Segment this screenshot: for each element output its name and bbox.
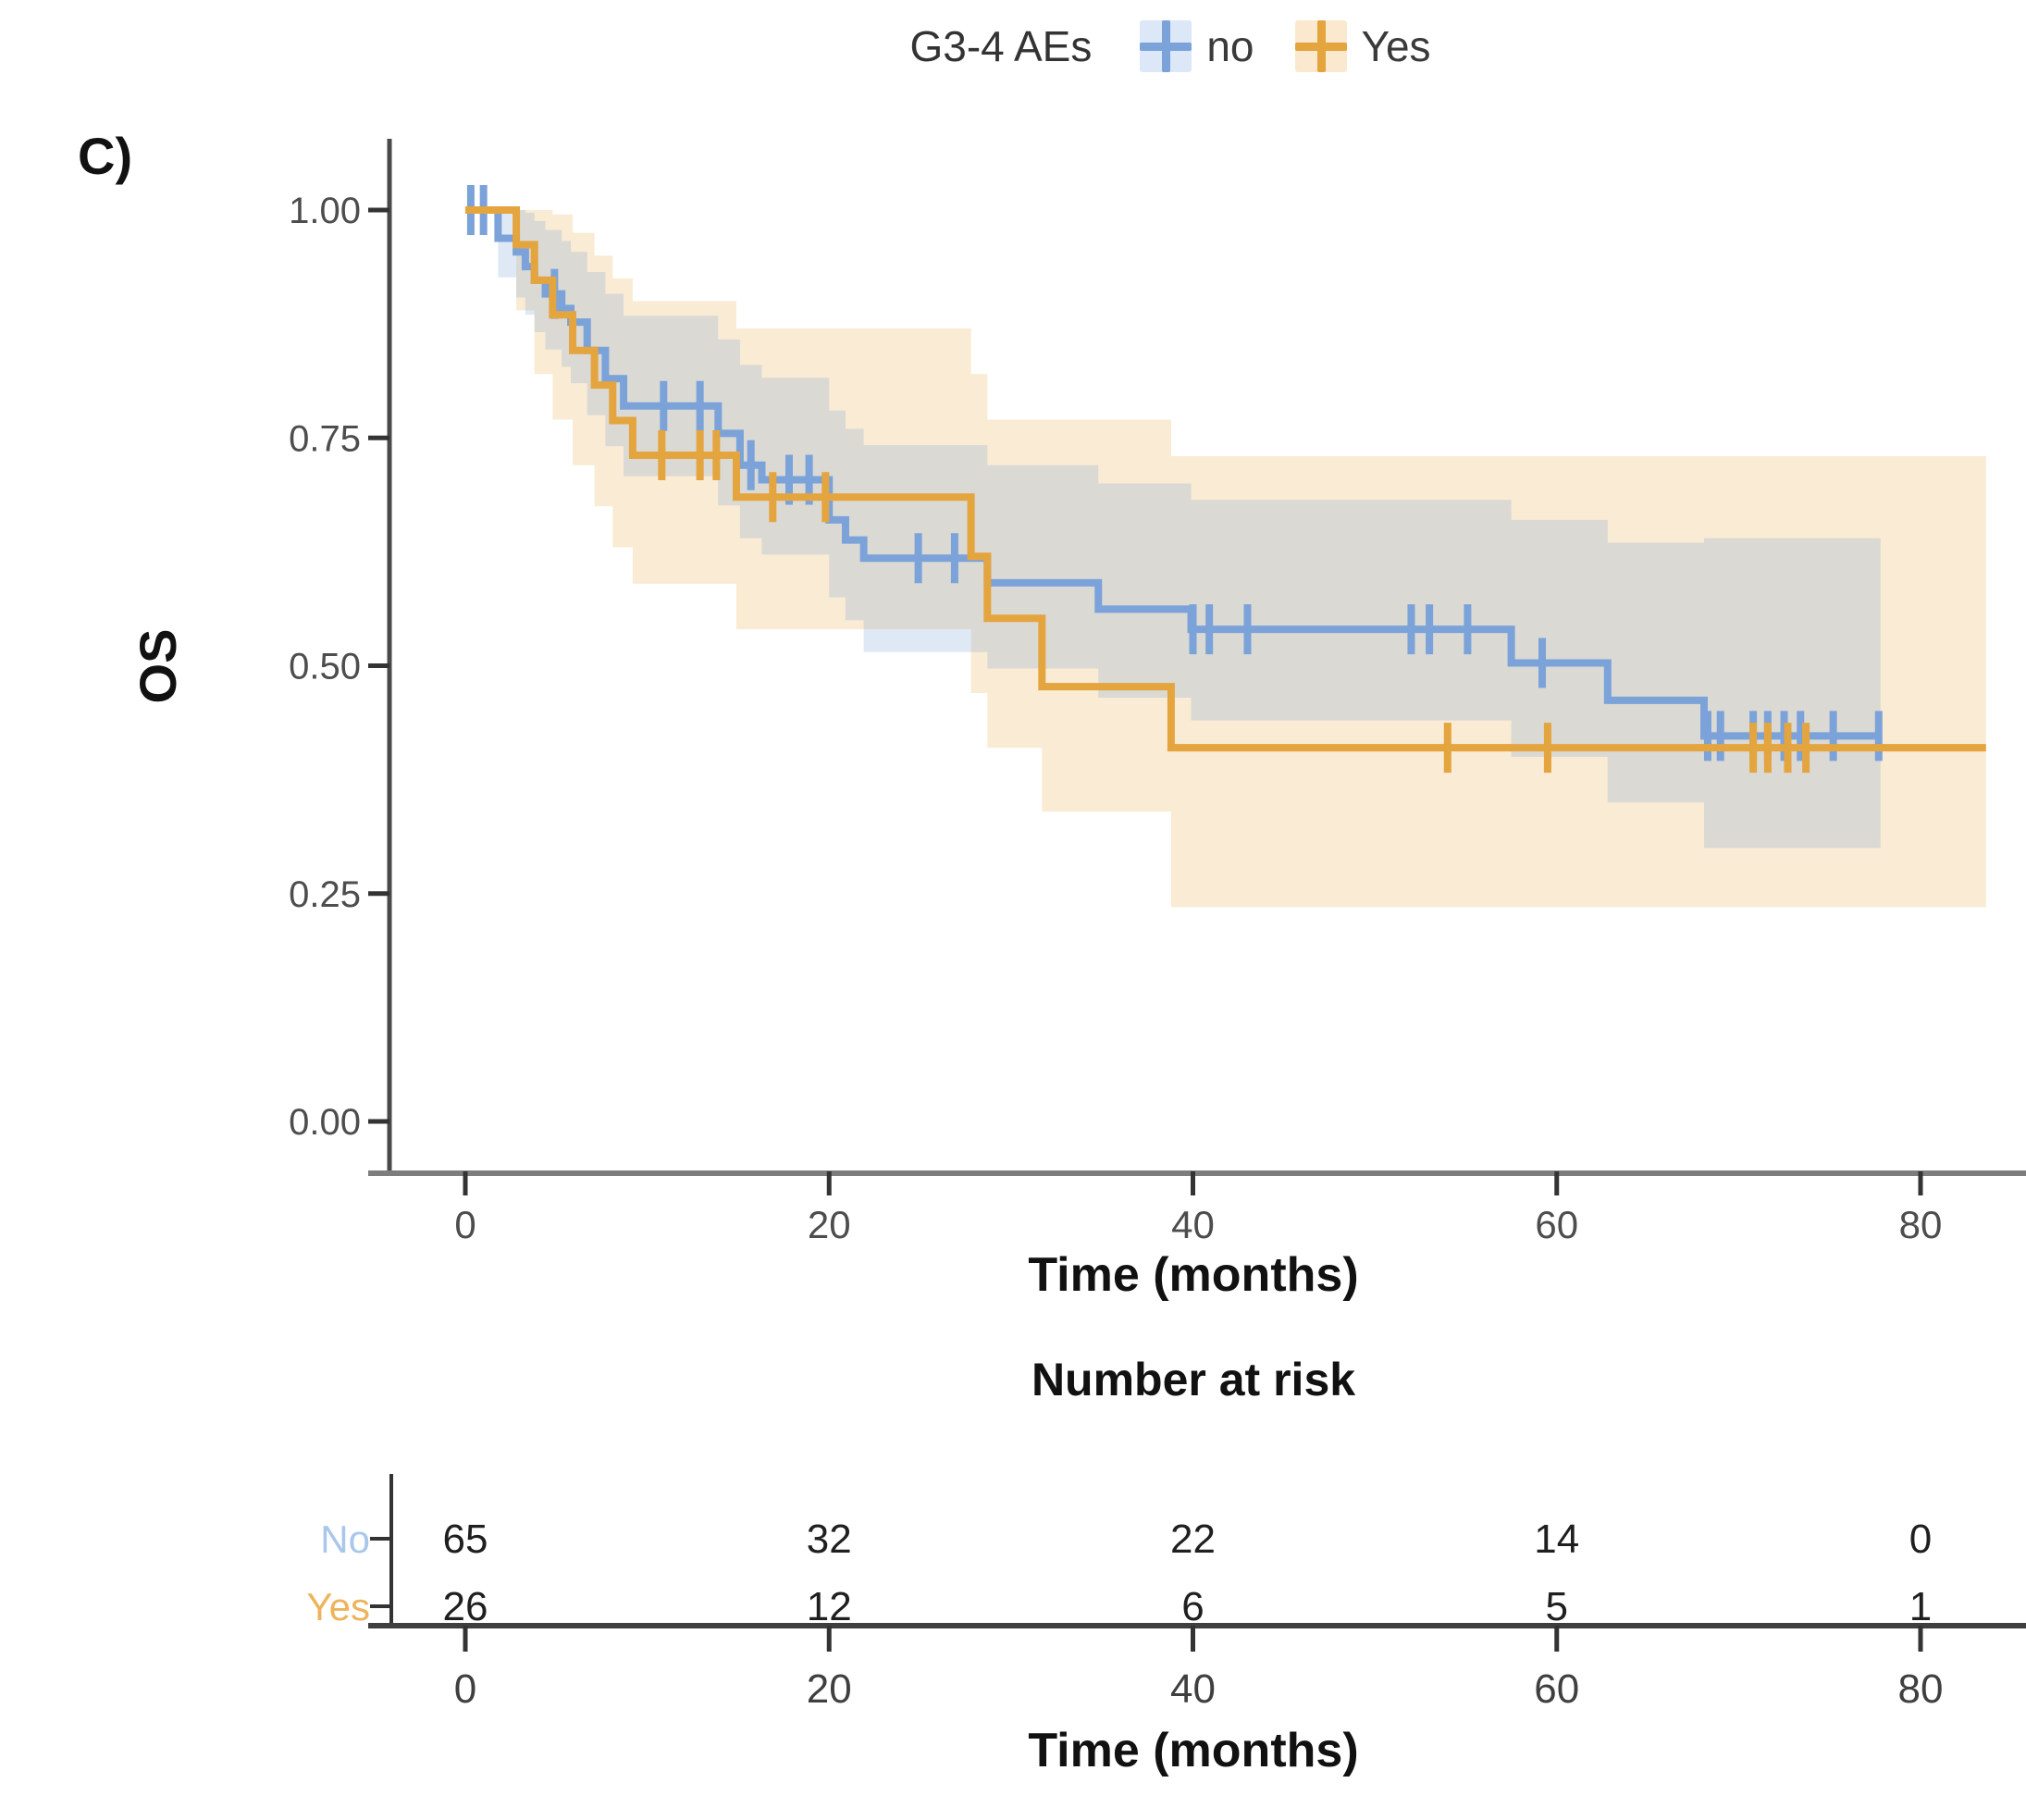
svg-text:12: 12: [807, 1584, 852, 1629]
risk-table-x-axis-title: Time (months): [1028, 1724, 1359, 1777]
legend-item-yes: Yes: [1294, 20, 1431, 72]
legend-title: G3-4 AEs: [909, 22, 1093, 70]
legend-label-yes: Yes: [1361, 22, 1431, 70]
legend-item-no: no: [1140, 20, 1254, 72]
svg-text:60: 60: [1535, 1203, 1578, 1246]
legend-key-yes-icon: [1294, 20, 1347, 72]
x-axis-title: Time (months): [1028, 1248, 1359, 1302]
svg-text:5: 5: [1546, 1584, 1568, 1629]
confidence-band-Yes: [465, 210, 1986, 908]
svg-text:1.00: 1.00: [289, 191, 361, 231]
panel-label: C): [78, 127, 133, 185]
legend-key-no-icon: [1140, 20, 1192, 72]
svg-text:26: 26: [443, 1584, 488, 1629]
km-curve-Yes: [465, 206, 1986, 774]
confidence-band-no: [465, 210, 1881, 848]
svg-text:0.00: 0.00: [289, 1102, 361, 1143]
svg-text:80: 80: [1899, 1203, 1943, 1246]
svg-text:80: 80: [1898, 1666, 1944, 1712]
svg-text:0.50: 0.50: [289, 647, 361, 687]
svg-text:65: 65: [443, 1517, 488, 1562]
km-step-line-Yes: [465, 206, 1986, 752]
svg-text:0.25: 0.25: [289, 874, 361, 915]
svg-text:40: 40: [1171, 1203, 1215, 1246]
svg-text:22: 22: [1170, 1517, 1216, 1562]
svg-text:40: 40: [1170, 1666, 1216, 1712]
svg-text:20: 20: [808, 1203, 851, 1246]
svg-text:0: 0: [454, 1666, 476, 1712]
risk-row-label-yes: Yes: [306, 1585, 370, 1628]
risk-table: 65 32 22 14 026 12 6 5 10 20 40 60 80: [368, 1474, 2026, 1712]
svg-text:0: 0: [454, 1203, 476, 1246]
legend-key-plus-vertical: [1162, 20, 1171, 72]
risk-row-label-no: No: [320, 1517, 370, 1561]
svg-text:20: 20: [807, 1666, 852, 1712]
legend-key-plus-vertical: [1316, 20, 1326, 72]
svg-text:14: 14: [1534, 1517, 1579, 1562]
svg-text:32: 32: [807, 1517, 852, 1562]
number-at-risk-title: Number at risk: [1031, 1354, 1356, 1405]
svg-text:1: 1: [1909, 1584, 1932, 1629]
legend: G3-4 AEs no Yes: [0, 20, 2026, 72]
svg-text:0: 0: [1909, 1517, 1932, 1562]
svg-text:0.75: 0.75: [289, 418, 361, 459]
confidence-bands: [465, 210, 1986, 908]
axes: 1.00 0.75 0.50 0.25 0.00 0 20 40 60 80: [289, 139, 2026, 1246]
y-axis-title: OS: [128, 628, 187, 704]
legend-label-no: no: [1206, 22, 1254, 70]
svg-text:60: 60: [1534, 1666, 1579, 1712]
svg-text:6: 6: [1181, 1584, 1204, 1629]
